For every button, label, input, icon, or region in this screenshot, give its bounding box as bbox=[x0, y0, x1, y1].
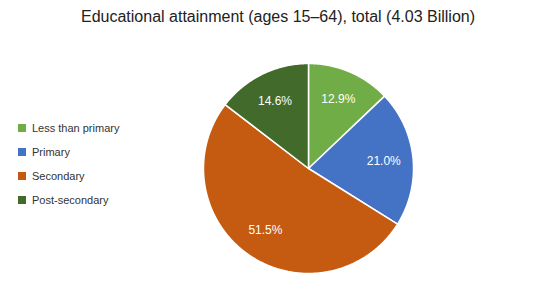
html-text:Educational attainment (ages 1: Educational attainment (ages 15–64), tot… bbox=[81, 8, 475, 25]
html-text:Secondary: Secondary bbox=[32, 170, 85, 182]
svg-text:12.9%: 12.9% bbox=[321, 92, 355, 106]
html-text:Primary: Primary bbox=[32, 146, 70, 158]
html-text:Post-secondary: Post-secondary bbox=[32, 194, 109, 206]
svg-text:51.5%: 51.5% bbox=[248, 223, 282, 237]
svg-text:14.6%: 14.6% bbox=[258, 94, 292, 108]
html-text:Less than primary: Less than primary bbox=[32, 122, 120, 134]
svg-text:21.0%: 21.0% bbox=[367, 154, 401, 168]
